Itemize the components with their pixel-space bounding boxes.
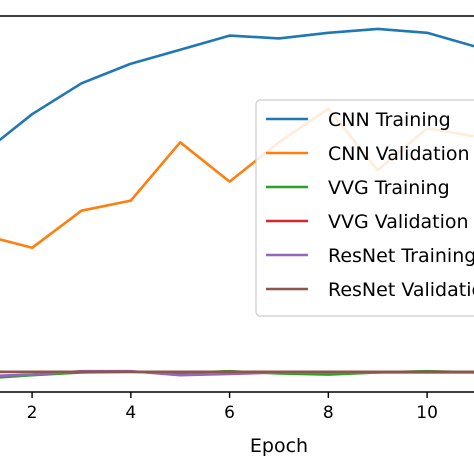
x-ticks: 2 4 6 8 10 [27,392,438,423]
legend-label-resnet-training: ResNet Training [328,245,474,267]
legend-label-cnn-training: CNN Training [328,109,451,131]
series-line-cnn-training [0,27,474,142]
x-axis-label: Epoch [250,435,308,457]
x-tick-label: 2 [27,403,38,423]
x-tick-label: 8 [323,403,334,423]
series-layer [0,27,474,379]
legend-label-cnn-validation: CNN Validation [328,143,470,165]
legend: CNN Training CNN Validation VVG Training VV… [255,99,474,317]
axes-layer [0,15,474,393]
x-tick-label: 4 [125,403,136,423]
x-tick-label: 6 [224,403,235,423]
legend-label-vvg-training: VVG Training [328,177,450,199]
legend-label-vvg-validation: VVG Validation [328,211,469,233]
legend-box [255,99,474,317]
legend-label-resnet-validation: ResNet Validation [328,279,474,301]
x-tick-label: 10 [416,403,438,423]
